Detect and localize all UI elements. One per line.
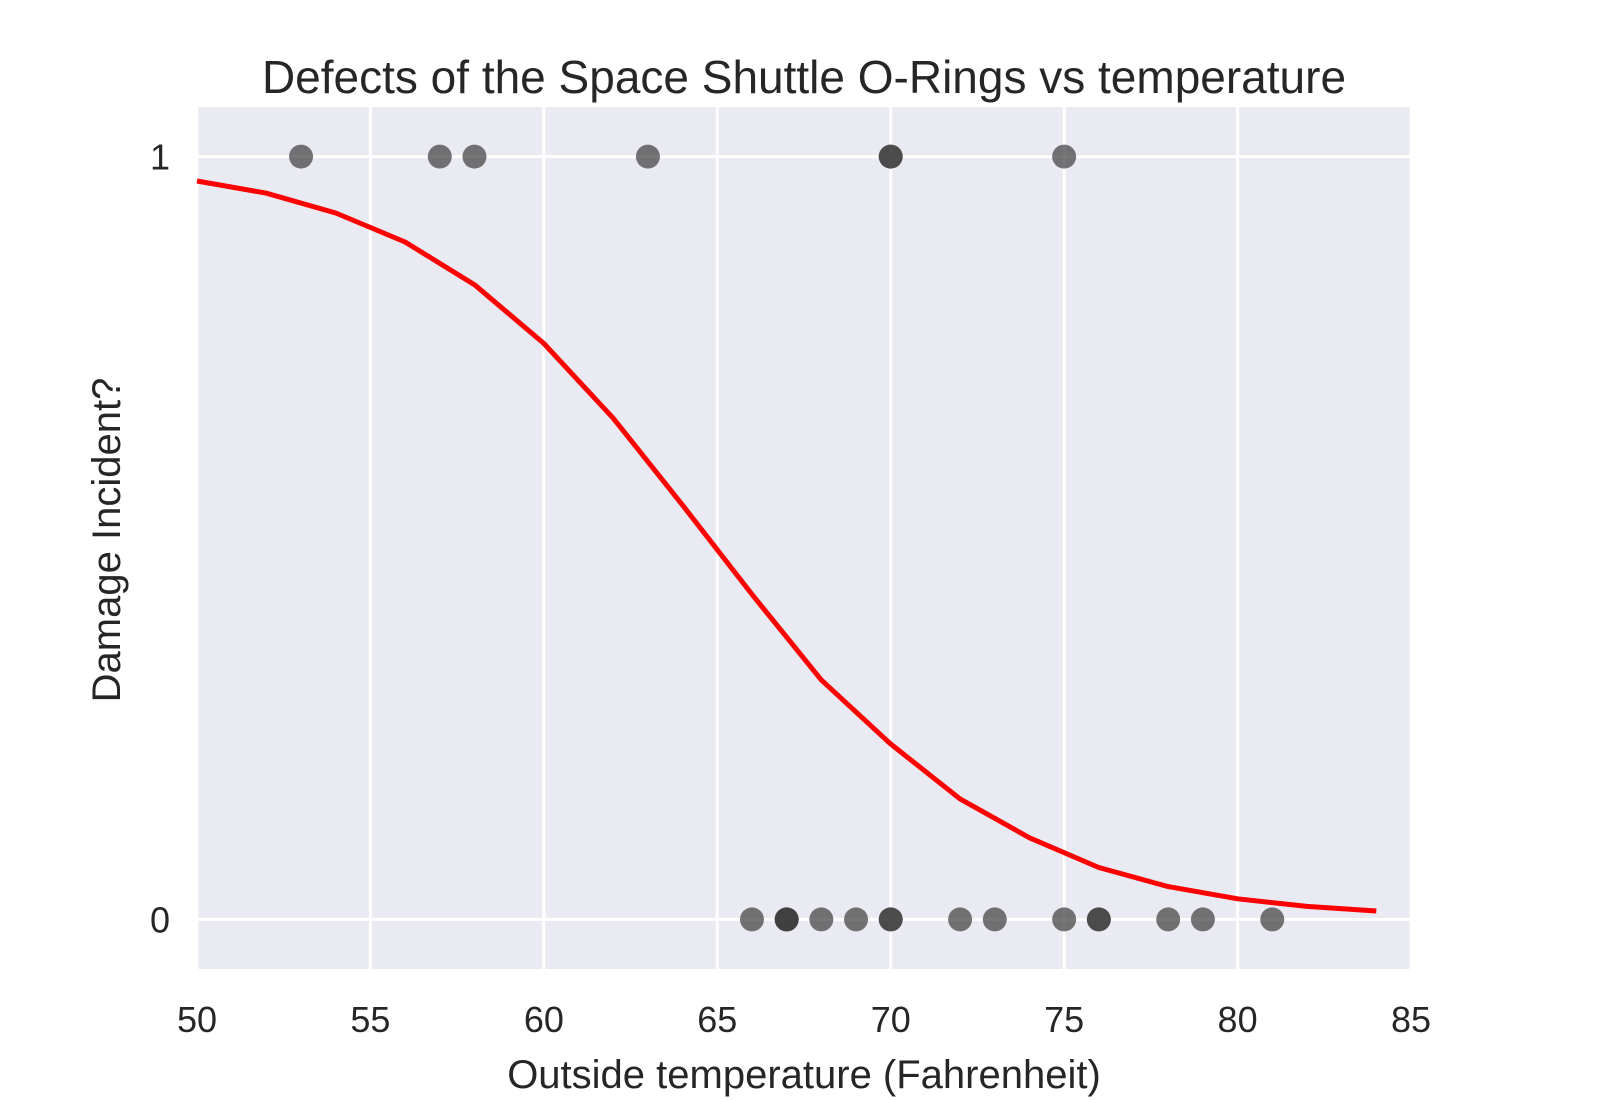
data-point (427, 144, 452, 169)
scatter-points (289, 144, 1285, 932)
x-tick-labels: 50 55 60 65 70 75 80 85 (177, 999, 1431, 1040)
x-tick-label: 55 (350, 999, 390, 1040)
plot-background (197, 107, 1411, 969)
data-point (289, 144, 314, 169)
y-tick-label: 1 (150, 137, 170, 178)
data-point (774, 907, 799, 932)
data-point (1260, 907, 1285, 932)
data-point (462, 144, 487, 169)
data-point (878, 907, 903, 932)
x-axis-label: Outside temperature (Fahrenheit) (507, 1053, 1101, 1097)
x-tick-label: 50 (177, 999, 217, 1040)
x-tick-label: 65 (697, 999, 737, 1040)
data-point (1052, 144, 1077, 169)
data-point (982, 907, 1007, 932)
data-point (844, 907, 869, 932)
data-point (1086, 907, 1111, 932)
data-point (809, 907, 834, 932)
x-tick-label: 80 (1218, 999, 1258, 1040)
y-axis-label: Damage Incident? (85, 378, 129, 703)
x-tick-label: 70 (871, 999, 911, 1040)
logistic-fit-line (196, 178, 1377, 914)
x-tick-label: 60 (524, 999, 564, 1040)
data-point (635, 144, 660, 169)
x-tick-label: 75 (1044, 999, 1084, 1040)
x-tick-label: 85 (1391, 999, 1431, 1040)
y-tick-labels: 01 (150, 137, 170, 941)
chart-title: Defects of the Space Shuttle O-Rings vs … (262, 51, 1346, 103)
data-point (878, 144, 903, 169)
fit-curve (196, 178, 1377, 914)
data-point (1052, 907, 1077, 932)
y-tick-label: 0 (150, 899, 170, 940)
data-point (948, 907, 973, 932)
data-point (1190, 907, 1215, 932)
data-point (739, 907, 764, 932)
data-point (1156, 907, 1181, 932)
